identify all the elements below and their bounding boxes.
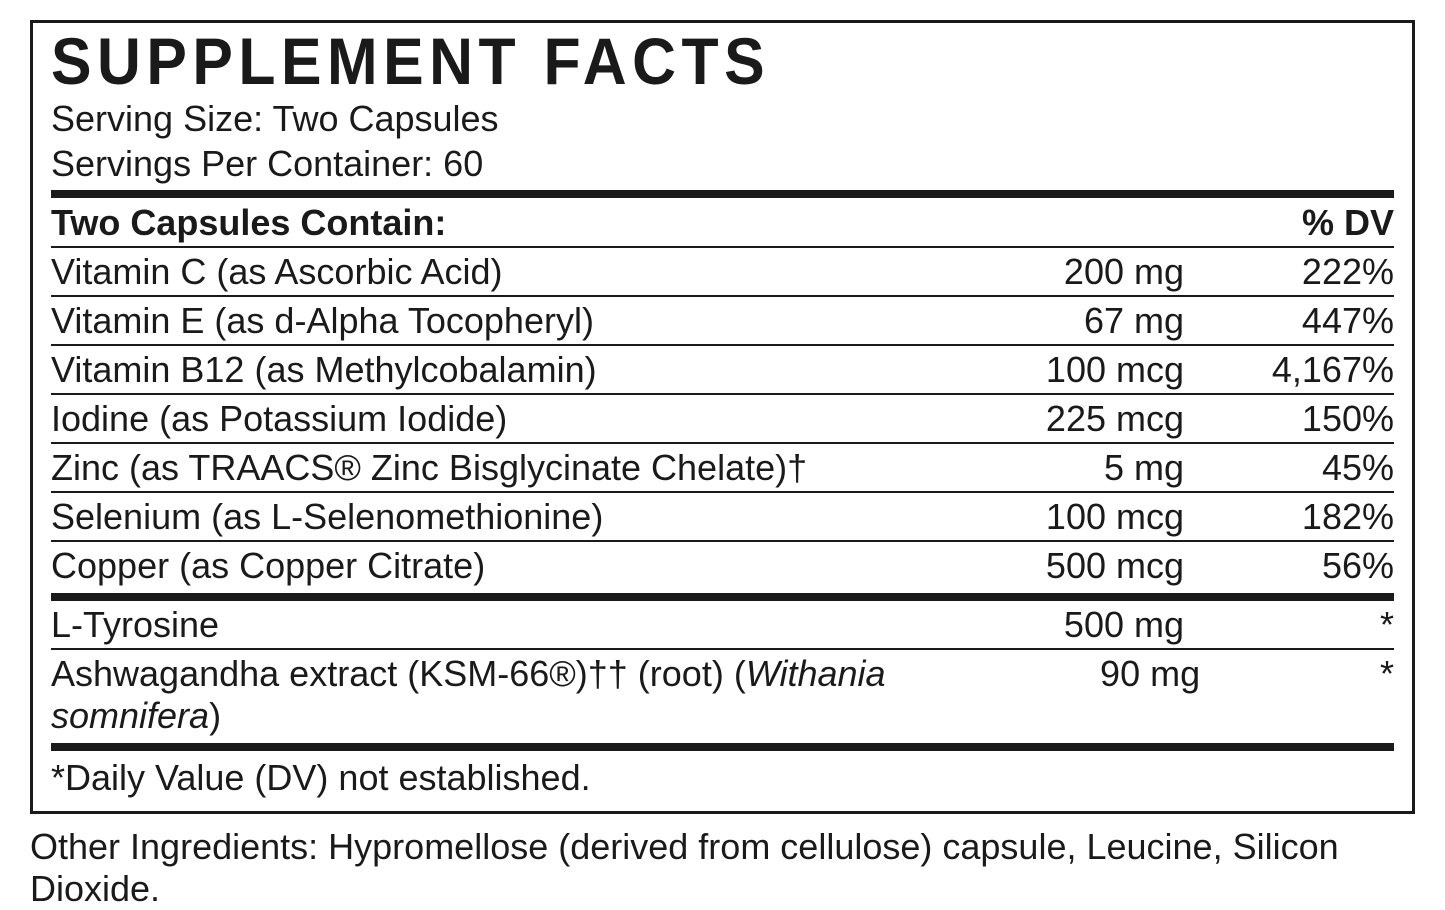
servings-per-container: Servings Per Container: 60 <box>51 141 1394 186</box>
table-header: Two Capsules Contain: % DV <box>51 198 1394 246</box>
nutrient-name: L-Tyrosine <box>51 604 954 646</box>
nutrient-amount: 5 mg <box>954 447 1184 489</box>
table-row: Ashwagandha extract (KSM-66®)†† (root) (… <box>51 650 1394 739</box>
nutrient-name: Selenium (as L-Selenomethionine) <box>51 496 954 538</box>
nutrient-name: Copper (as Copper Citrate) <box>51 545 954 587</box>
table-row: Copper (as Copper Citrate)500 mcg56% <box>51 542 1394 589</box>
table-row: Selenium (as L-Selenomethionine)100 mcg1… <box>51 493 1394 540</box>
nutrient-dv: * <box>1184 604 1394 646</box>
scientific-name: Withania somnifera <box>51 653 886 736</box>
rule-thick-bottom <box>51 743 1394 751</box>
panel-title: SUPPLEMENT FACTS <box>51 27 1287 96</box>
nutrient-name: Vitamin B12 (as Methylcobalamin) <box>51 349 954 391</box>
header-dv: % DV <box>1184 202 1394 244</box>
other-ingredients: Other Ingredients: Hypromellose (derived… <box>30 814 1415 910</box>
nutrient-amount: 67 mg <box>954 300 1184 342</box>
nutrient-dv: 150% <box>1184 398 1394 440</box>
nutrient-name: Vitamin E (as d-Alpha Tocopheryl) <box>51 300 954 342</box>
dv-footnote: *Daily Value (DV) not established. <box>51 751 1394 801</box>
table-row: Iodine (as Potassium Iodide)225 mcg150% <box>51 395 1394 442</box>
table-row: Zinc (as TRAACS® Zinc Bisglycinate Chela… <box>51 444 1394 491</box>
rule-thick-mid <box>51 593 1394 601</box>
nutrient-dv: 222% <box>1184 251 1394 293</box>
nutrient-name: Ashwagandha extract (KSM-66®)†† (root) (… <box>51 653 988 737</box>
table-row: Vitamin B12 (as Methylcobalamin)100 mcg4… <box>51 346 1394 393</box>
nutrient-amount: 500 mcg <box>954 545 1184 587</box>
nutrient-dv: 56% <box>1184 545 1394 587</box>
nutrient-dv: 45% <box>1184 447 1394 489</box>
header-amount <box>954 202 1184 244</box>
supplement-facts-panel: SUPPLEMENT FACTS Serving Size: Two Capsu… <box>30 20 1415 814</box>
nutrient-section-2: L-Tyrosine500 mg*Ashwagandha extract (KS… <box>51 601 1394 739</box>
table-row: Vitamin C (as Ascorbic Acid)200 mg222% <box>51 248 1394 295</box>
nutrient-amount: 500 mg <box>954 604 1184 646</box>
nutrient-amount: 90 mg <box>988 653 1200 695</box>
nutrient-dv: 447% <box>1184 300 1394 342</box>
nutrient-amount: 225 mcg <box>954 398 1184 440</box>
nutrient-name: Zinc (as TRAACS® Zinc Bisglycinate Chela… <box>51 447 954 489</box>
nutrient-amount: 200 mg <box>954 251 1184 293</box>
nutrient-section-1: Vitamin C (as Ascorbic Acid)200 mg222%Vi… <box>51 246 1394 589</box>
nutrient-dv: 4,167% <box>1184 349 1394 391</box>
nutrient-dv: 182% <box>1184 496 1394 538</box>
nutrient-amount: 100 mcg <box>954 496 1184 538</box>
serving-size: Serving Size: Two Capsules <box>51 96 1394 141</box>
nutrient-amount: 100 mcg <box>954 349 1184 391</box>
nutrient-name: Iodine (as Potassium Iodide) <box>51 398 954 440</box>
nutrient-name: Vitamin C (as Ascorbic Acid) <box>51 251 954 293</box>
header-label: Two Capsules Contain: <box>51 202 954 244</box>
rule-thick-top <box>51 190 1394 198</box>
nutrient-dv: * <box>1200 653 1394 695</box>
table-row: Vitamin E (as d-Alpha Tocopheryl)67 mg44… <box>51 297 1394 344</box>
table-row: L-Tyrosine500 mg* <box>51 601 1394 648</box>
